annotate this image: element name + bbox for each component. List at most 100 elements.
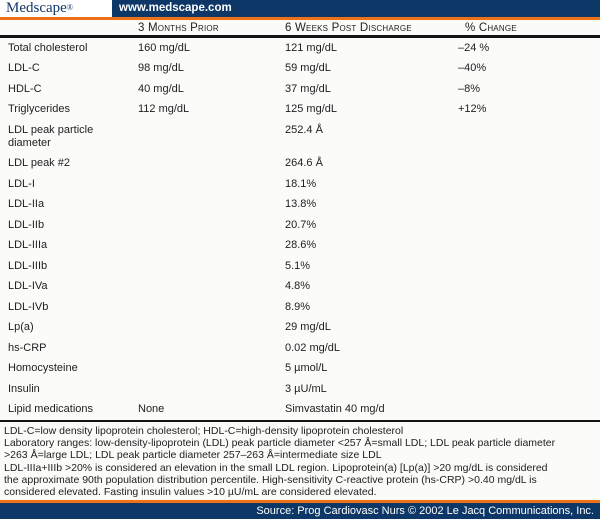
footnotes: LDL-C=low density lipoprotein cholestero…: [0, 422, 600, 498]
value-percent-change: –24 %: [458, 41, 490, 54]
column-header-empty: [0, 22, 138, 35]
value-3-months-prior: [138, 362, 285, 375]
table-row: LDL-IIIa 28.6%: [0, 236, 600, 257]
row-label: Lp(a): [8, 321, 34, 333]
table-row: hs-CRP 0.02 mg/dL: [0, 338, 600, 359]
value-6-weeks-post-discharge: 252.4 Å: [285, 123, 323, 136]
table-row: LDL-C 98 mg/dL 59 mg/dL –40%: [0, 59, 600, 80]
table-row: Homocysteine 5 µmol/L: [0, 359, 600, 380]
value-percent-change: [458, 362, 600, 375]
table-row: LDL peak particle diameter 252.4 Å: [0, 120, 600, 154]
value-3-months-prior: [138, 342, 285, 355]
column-header-3-months-prior: 3 Months Prior: [138, 22, 219, 34]
row-label: LDL-IVa: [8, 280, 48, 292]
table-row: LDL-IIIb 5.1%: [0, 256, 600, 277]
row-label: Homocysteine: [8, 362, 78, 374]
value-3-months-prior: [138, 219, 285, 232]
value-3-months-prior: None: [138, 403, 165, 415]
value-3-months-prior: [138, 239, 285, 252]
value-6-weeks-post-discharge: 5 µmol/L: [285, 362, 328, 374]
value-percent-change: [458, 383, 600, 396]
value-6-weeks-post-discharge: 59 mg/dL: [285, 62, 331, 74]
value-3-months-prior: [138, 178, 285, 191]
orange-divider-bottom: [0, 500, 600, 503]
table-row: Total cholesterol 160 mg/dL 121 mg/dL –2…: [0, 38, 600, 59]
column-header-6-weeks-post-discharge: 6 Weeks Post Discharge: [285, 22, 412, 34]
value-percent-change: [458, 403, 600, 416]
value-6-weeks-post-discharge: 5.1%: [285, 259, 311, 272]
value-percent-change: [458, 321, 600, 334]
value-6-weeks-post-discharge: 13.8%: [285, 198, 317, 210]
value-percent-change: [458, 342, 600, 355]
value-6-weeks-post-discharge: 29 mg/dL: [285, 321, 331, 333]
value-6-weeks-post-discharge: 121 mg/dL: [285, 41, 337, 54]
row-label: Triglycerides: [8, 103, 70, 115]
value-percent-change: [458, 178, 600, 191]
value-percent-change: [458, 260, 600, 273]
value-3-months-prior: 112 mg/dL: [138, 103, 190, 115]
value-6-weeks-post-discharge: 264.6 Å: [285, 157, 323, 169]
footnote-line: LDL-IIIa+IIIb >20% is considered an elev…: [4, 461, 548, 474]
medscape-logo[interactable]: Medscape®: [0, 0, 112, 17]
value-percent-change: [458, 157, 600, 170]
value-6-weeks-post-discharge: 4.8%: [285, 280, 311, 292]
value-3-months-prior: 98 mg/dL: [138, 62, 184, 74]
table-row: LDL-IIb 20.7%: [0, 215, 600, 236]
row-label: LDL-IIb: [8, 218, 45, 231]
column-header-percent-change: % Change: [465, 22, 517, 34]
row-label: LDL peak particle diameter: [8, 123, 94, 149]
footnote-line: the approximate 90th population distribu…: [4, 473, 537, 486]
footnote-line: LDL-C=low density lipoprotein cholestero…: [4, 425, 404, 437]
footnote-line: >263 Å=large LDL; LDL peak particle diam…: [4, 449, 382, 462]
value-3-months-prior: 160 mg/dL: [138, 41, 190, 54]
site-url-bar: www.medscape.com: [112, 0, 600, 17]
table-row: Lp(a) 29 mg/dL: [0, 318, 600, 339]
value-3-months-prior: [138, 124, 285, 150]
table-row: HDL-C 40 mg/dL 37 mg/dL –8%: [0, 79, 600, 100]
source-text: Source: Prog Cardiovasc Nurs © 2002 Le J…: [256, 505, 594, 517]
value-6-weeks-post-discharge: 125 mg/dL: [285, 103, 337, 115]
footnote-line: Laboratory ranges: low-density-lipoprote…: [4, 437, 556, 450]
value-6-weeks-post-discharge: 0.02 mg/dL: [285, 341, 341, 354]
value-percent-change: –8%: [458, 82, 481, 95]
value-percent-change: [458, 198, 600, 211]
table-row: LDL-IVa 4.8%: [0, 277, 600, 298]
registered-mark: ®: [66, 3, 73, 12]
value-6-weeks-post-discharge: 28.6%: [285, 239, 317, 251]
value-percent-change: [458, 301, 600, 314]
table-row: Insulin 3 µU/mL: [0, 379, 600, 400]
value-3-months-prior: [138, 157, 285, 170]
value-percent-change: [458, 124, 600, 150]
source-bar: Source: Prog Cardiovasc Nurs © 2002 Le J…: [0, 503, 600, 519]
row-label: LDL-IIIb: [8, 259, 48, 272]
logo-text: Medscape: [6, 0, 67, 16]
table-row: LDL peak #2 264.6 Å: [0, 154, 600, 175]
value-3-months-prior: [138, 301, 285, 314]
row-label: hs-CRP: [8, 341, 47, 354]
value-3-months-prior: 40 mg/dL: [138, 82, 184, 95]
value-3-months-prior: [138, 383, 285, 396]
orange-divider-top: [0, 17, 600, 20]
value-3-months-prior: [138, 198, 285, 211]
value-3-months-prior: [138, 280, 285, 293]
value-percent-change: [458, 280, 600, 293]
table-row: Triglycerides 112 mg/dL 125 mg/dL +12%: [0, 100, 600, 121]
value-6-weeks-post-discharge: 3 µU/mL: [285, 382, 327, 395]
value-6-weeks-post-discharge: Simvastatin 40 mg/d: [285, 403, 385, 415]
site-url[interactable]: www.medscape.com: [119, 2, 232, 14]
footnote-line: considered elevated. Fasting insulin val…: [4, 486, 377, 499]
value-6-weeks-post-discharge: 8.9%: [285, 300, 311, 313]
value-percent-change: [458, 219, 600, 232]
value-6-weeks-post-discharge: 18.1%: [285, 177, 317, 190]
table-header-row: 3 Months Prior 6 Weeks Post Discharge % …: [0, 20, 600, 38]
top-bar: Medscape® www.medscape.com: [0, 0, 600, 17]
table-row: LDL-I 18.1%: [0, 174, 600, 195]
value-3-months-prior: [138, 321, 285, 334]
row-label: LDL peak #2: [8, 157, 70, 169]
table-row: Lipid medications None Simvastatin 40 mg…: [0, 400, 600, 421]
value-percent-change: [458, 239, 600, 252]
row-label: Insulin: [8, 382, 40, 395]
row-label: Lipid medications: [8, 403, 93, 415]
value-percent-change: +12%: [458, 103, 487, 115]
